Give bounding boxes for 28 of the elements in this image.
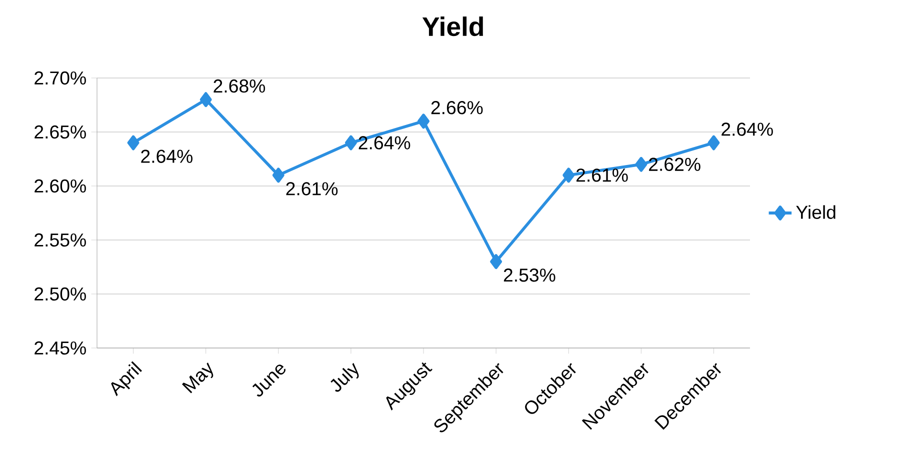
legend-label: Yield (796, 205, 836, 219)
point (200, 92, 212, 108)
x-tick-label: July (330, 362, 359, 392)
point (708, 135, 720, 150)
data-label: 2.62% (649, 158, 700, 171)
x-tick-label: May (182, 362, 214, 394)
point (635, 156, 648, 172)
data-label: 2.64% (722, 122, 773, 136)
point (272, 168, 284, 183)
data-label: 2.61% (576, 168, 628, 182)
data-label: 2.68% (214, 79, 266, 93)
data-label: 2.64% (358, 136, 410, 150)
data-label: 2.61% (286, 182, 338, 196)
point (418, 114, 430, 129)
data-label: 2.53% (504, 268, 556, 282)
y-tick-label: 2.55% (34, 233, 86, 247)
point (490, 254, 502, 270)
chart-title: Yield (422, 16, 483, 36)
data-label: 2.64% (141, 150, 192, 163)
y-tick-label: 2.60% (34, 179, 86, 193)
y-tick-label: 2.70% (34, 71, 86, 85)
data-label: 2.66% (431, 101, 483, 114)
point (344, 135, 357, 150)
point (562, 168, 575, 183)
y-tick-label: 2.65% (34, 125, 86, 139)
point (127, 135, 140, 150)
y-tick-label: 2.45% (34, 341, 86, 355)
y-tick-label: 2.50% (34, 287, 86, 301)
